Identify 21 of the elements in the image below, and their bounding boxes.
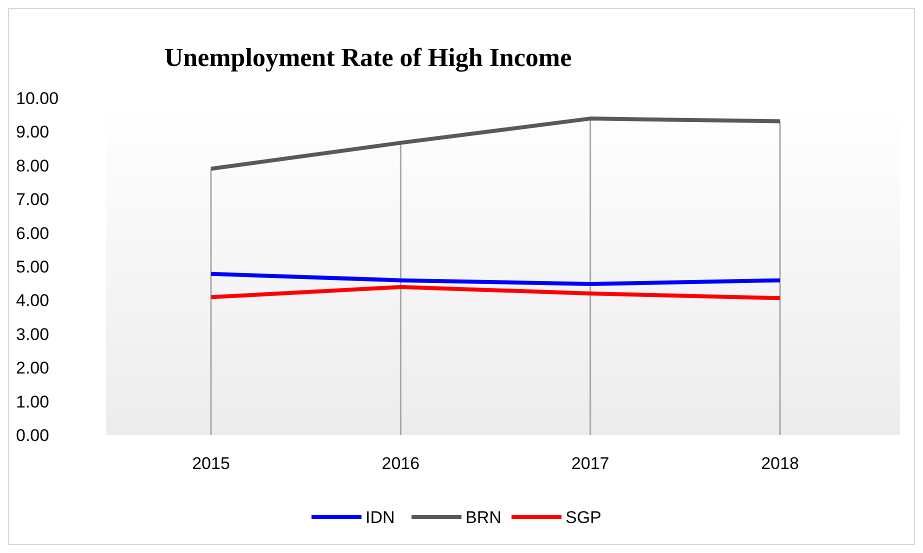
legend-label: BRN	[466, 508, 502, 527]
y-tick-label: 10.00	[16, 88, 59, 108]
legend-label: SGP	[566, 508, 602, 527]
y-tick-label: 1.00	[16, 392, 50, 412]
y-tick-label: 3.00	[16, 324, 50, 344]
x-tick-label: 2018	[761, 454, 799, 473]
y-tick-label: 7.00	[16, 190, 50, 210]
chart-title: Unemployment Rate of High Income	[164, 43, 572, 72]
line-series	[209, 285, 782, 300]
y-tick-label: 4.00	[16, 291, 50, 310]
line-series	[209, 116, 782, 171]
legend-label: IDN	[366, 508, 395, 527]
x-tick-label: 2016	[382, 454, 420, 473]
y-tick-label: 2.00	[16, 358, 50, 378]
y-tick-label: 6.00	[16, 224, 50, 243]
x-tick-label: 2015	[192, 454, 230, 473]
y-tick-label: 5.00	[16, 257, 50, 276]
y-tick-label: 9.00	[16, 122, 50, 142]
x-tick-label: 2017	[571, 454, 610, 473]
y-tick-label: 0.00	[16, 426, 50, 445]
y-tick-label: 8.00	[16, 156, 50, 176]
